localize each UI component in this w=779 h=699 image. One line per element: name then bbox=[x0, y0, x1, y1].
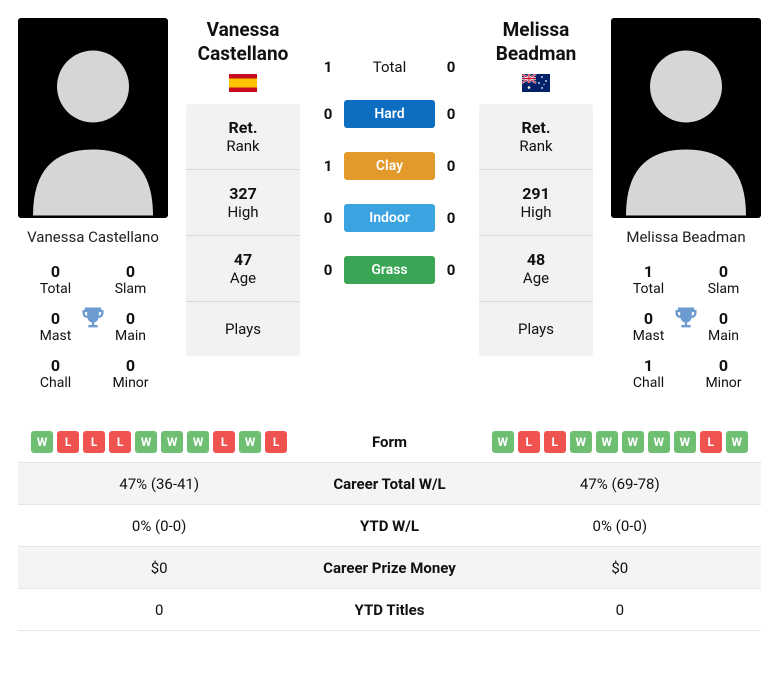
silhouette-icon bbox=[18, 18, 168, 218]
stats-label: Career Total W/L bbox=[300, 475, 478, 493]
stats-label: YTD W/L bbox=[300, 517, 478, 535]
surface-pill-clay[interactable]: Clay bbox=[344, 152, 435, 180]
form-win-badge[interactable]: W bbox=[492, 431, 514, 453]
titles-main-right: 0 bbox=[690, 309, 757, 328]
stats-left-value: 47% (36-41) bbox=[18, 467, 300, 501]
player-heading-right[interactable]: Melissa Beadman bbox=[479, 18, 593, 66]
stats-row: 0% (0-0)YTD W/L0% (0-0) bbox=[18, 505, 761, 547]
form-win-badge[interactable]: W bbox=[726, 431, 748, 453]
stats-left-value: 0 bbox=[18, 593, 300, 627]
silhouette-icon bbox=[611, 18, 761, 218]
stats-right-value: $0 bbox=[479, 551, 761, 585]
h2h-row: 0 Indoor 0 bbox=[318, 204, 461, 232]
titles-slam-left: 0 bbox=[97, 262, 164, 281]
h2h-left-value: 0 bbox=[318, 105, 338, 123]
stats-left-value: WLLLWWWLWL bbox=[18, 423, 300, 461]
titles-total-right: 1 bbox=[615, 262, 682, 281]
form-win-badge[interactable]: W bbox=[135, 431, 157, 453]
h2h-left-value: 0 bbox=[318, 209, 338, 227]
form-loss-badge[interactable]: L bbox=[518, 431, 540, 453]
titles-chall-left: 0 bbox=[22, 356, 89, 375]
form-loss-badge[interactable]: L bbox=[700, 431, 722, 453]
h2h-right-value: 0 bbox=[441, 58, 461, 76]
h2h-left-value: 0 bbox=[318, 261, 338, 279]
h2h-row: 0 Grass 0 bbox=[318, 256, 461, 284]
h2h-right-value: 0 bbox=[441, 209, 461, 227]
meta-card-left: Ret.Rank 327High 47Age Plays bbox=[186, 104, 300, 356]
stats-left-value: 0% (0-0) bbox=[18, 509, 300, 543]
stats-row: WLLLWWWLWLFormWLLWWWWWLW bbox=[18, 421, 761, 463]
stats-label: YTD Titles bbox=[300, 601, 478, 619]
h2h-row: 0 Hard 0 bbox=[318, 100, 461, 128]
flag-spain-icon bbox=[229, 74, 257, 92]
stats-row: 47% (36-41)Career Total W/L47% (69-78) bbox=[18, 463, 761, 505]
player-heading-left[interactable]: Vanessa Castellano bbox=[186, 18, 300, 66]
stats-row: $0Career Prize Money$0 bbox=[18, 547, 761, 589]
form-win-badge[interactable]: W bbox=[239, 431, 261, 453]
titles-main-left: 0 bbox=[97, 309, 164, 328]
h2h-label: Total bbox=[338, 58, 441, 76]
surface-pill-indoor[interactable]: Indoor bbox=[344, 204, 435, 232]
form-win-badge[interactable]: W bbox=[31, 431, 53, 453]
form-loss-badge[interactable]: L bbox=[544, 431, 566, 453]
form-win-badge[interactable]: W bbox=[570, 431, 592, 453]
h2h-left-value: 1 bbox=[318, 157, 338, 175]
h2h-column: 1Total00Hard01Clay00Indoor00Grass0 bbox=[318, 18, 461, 284]
player-name-right[interactable]: Melissa Beadman bbox=[626, 228, 745, 246]
player-photo-right bbox=[611, 18, 761, 218]
stats-right-value: WLLWWWWWLW bbox=[479, 423, 761, 461]
titles-minor-left: 0 bbox=[97, 356, 164, 375]
stats-right-value: 47% (69-78) bbox=[479, 467, 761, 501]
titles-minor-right: 0 bbox=[690, 356, 757, 375]
form-win-badge[interactable]: W bbox=[596, 431, 618, 453]
stats-right-value: 0% (0-0) bbox=[479, 509, 761, 543]
form-win-badge[interactable]: W bbox=[674, 431, 696, 453]
trophy-icon bbox=[672, 304, 700, 336]
form-loss-badge[interactable]: L bbox=[213, 431, 235, 453]
form-loss-badge[interactable]: L bbox=[57, 431, 79, 453]
form-win-badge[interactable]: W bbox=[161, 431, 183, 453]
player-name-left[interactable]: Vanessa Castellano bbox=[27, 228, 159, 246]
stats-row: 0YTD Titles0 bbox=[18, 589, 761, 631]
surface-pill-grass[interactable]: Grass bbox=[344, 256, 435, 284]
h2h-row: 1Total0 bbox=[318, 58, 461, 76]
stats-left-value: $0 bbox=[18, 551, 300, 585]
h2h-left-value: 1 bbox=[318, 58, 338, 76]
surface-pill-hard[interactable]: Hard bbox=[344, 100, 435, 128]
h2h-row: 1 Clay 0 bbox=[318, 152, 461, 180]
titles-total-left: 0 bbox=[22, 262, 89, 281]
stats-label: Career Prize Money bbox=[300, 559, 478, 577]
flag-australia-icon bbox=[522, 74, 550, 92]
form-loss-badge[interactable]: L bbox=[83, 431, 105, 453]
h2h-right-value: 0 bbox=[441, 105, 461, 123]
stats-table: WLLLWWWLWLFormWLLWWWWWLW47% (36-41)Caree… bbox=[18, 421, 761, 631]
stats-right-value: 0 bbox=[479, 593, 761, 627]
form-loss-badge[interactable]: L bbox=[265, 431, 287, 453]
meta-card-right: Ret.Rank 291High 48Age Plays bbox=[479, 104, 593, 356]
stats-label: Form bbox=[300, 433, 478, 451]
form-win-badge[interactable]: W bbox=[622, 431, 644, 453]
form-loss-badge[interactable]: L bbox=[109, 431, 131, 453]
titles-chall-right: 1 bbox=[615, 356, 682, 375]
trophy-icon bbox=[79, 304, 107, 336]
h2h-right-value: 0 bbox=[441, 261, 461, 279]
form-win-badge[interactable]: W bbox=[648, 431, 670, 453]
titles-slam-right: 0 bbox=[690, 262, 757, 281]
form-win-badge[interactable]: W bbox=[187, 431, 209, 453]
player-photo-left bbox=[18, 18, 168, 218]
h2h-right-value: 0 bbox=[441, 157, 461, 175]
